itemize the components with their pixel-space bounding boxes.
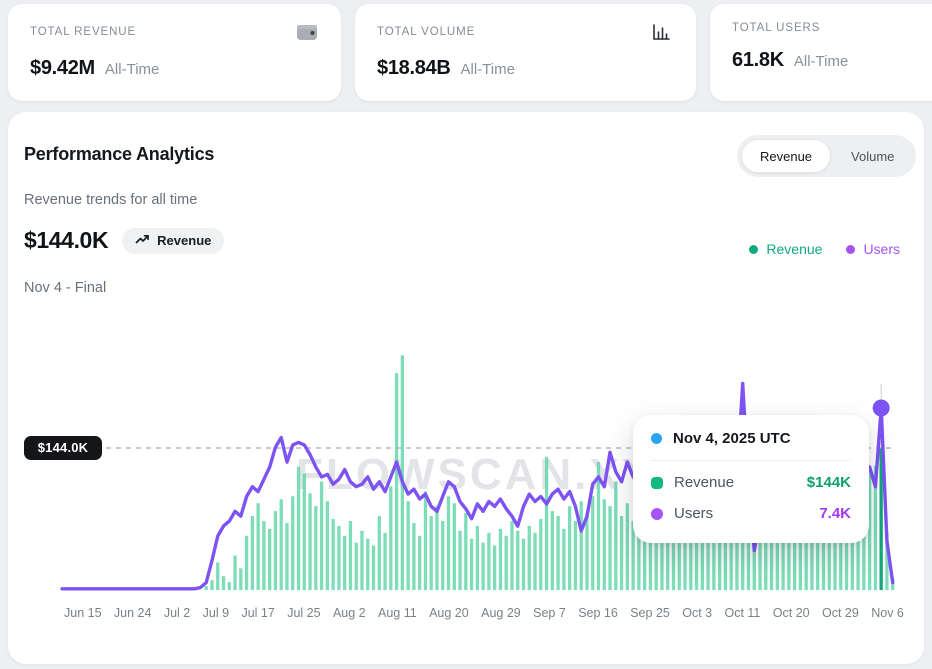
tooltip-row-users: Users 7.4K [651,498,851,529]
legend-users-label: Users [863,241,900,257]
x-tick: Sep 7 [533,606,566,620]
x-tick: Jul 25 [287,606,321,620]
x-tick: Oct 20 [772,606,810,620]
revenue-legend-dot [749,244,759,254]
x-tick: Aug 2 [332,606,366,620]
users-legend-dot [846,244,856,254]
total-users-label: TOTAL USERS [732,22,821,34]
trending-up-icon [135,233,150,248]
x-tick: Oct 29 [822,606,859,620]
revenue-badge-label: Revenue [157,233,212,248]
revenue-marker-icon [651,476,663,489]
legend-item[interactable]: Users [846,241,900,257]
tooltip-users-value: 7.4K [819,505,851,522]
threshold-label: $144.0K [24,436,102,460]
x-tick: Jul 17 [241,606,275,620]
metric-toggle-group: Revenue Volume [737,135,917,177]
x-axis: Jun 15 Jun 24 Jul 2 Jul 9 Jul 17 Jul 25 Aug 2 A… [8,606,924,620]
x-tick: Nov 6 [871,606,904,620]
users-marker-icon [651,507,663,520]
legend-revenue-label: Revenue [766,241,823,257]
total-volume-period: All-Time [460,61,515,78]
x-tick: Jul 2 [163,606,191,620]
x-tick: Aug 11 [378,606,417,620]
total-revenue-period: All-Time [104,61,160,78]
x-tick: Aug 29 [481,606,521,620]
total-users-value: 61.8K [732,49,784,71]
total-volume-card: TOTAL VOLUME $18.84B All-Time [355,4,696,101]
x-tick: Aug 20 [429,606,469,620]
tooltip-revenue-label: Revenue [674,474,735,491]
x-tick: Oct 3 [682,606,713,620]
toggle-volume[interactable]: Volume [851,148,895,164]
panel-subtitle: Revenue trends for all time [24,192,198,208]
performance-chart-svg[interactable] [8,338,924,638]
tooltip-revenue-value: $144K [806,474,851,491]
x-tick: Oct 11 [724,606,761,620]
chart-tooltip: Nov 4, 2025 UTC Revenue $144K Users 7.4K [633,415,869,543]
x-tick: Jun 24 [113,606,152,620]
tooltip-date: Nov 4, 2025 UTC [673,430,791,447]
total-users-period: All-Time [793,53,849,70]
chart-legend: Revenue Users [749,241,900,257]
toggle-revenue[interactable]: Revenue [741,139,832,173]
revenue-badge: Revenue [122,227,225,254]
total-revenue-label: TOTAL REVENUE [30,26,137,38]
period-label: Nov 4 - Final [24,280,107,296]
wallet-icon [295,22,319,42]
total-volume-value: $18.84B [377,57,451,79]
total-revenue-card: TOTAL REVENUE $9.42M All-Time [8,4,341,101]
total-users-card: TOTAL USERS 61.8K All-Time [710,4,932,101]
x-tick: Sep 25 [630,606,670,620]
x-tick: Sep 16 [578,606,618,620]
bar-chart-icon [650,22,674,42]
performance-analytics-panel: Performance Analytics Revenue trends for… [8,112,924,664]
tooltip-date-dot [651,433,662,444]
x-tick: Jun 15 [64,606,102,620]
highlight-value: $144.0K [24,227,109,253]
page-title: Performance Analytics [24,144,215,164]
x-tick: Jul 9 [202,606,230,620]
total-revenue-value: $9.42M [30,57,95,79]
legend-item[interactable]: Revenue [749,241,822,257]
total-volume-label: TOTAL VOLUME [377,26,476,38]
tooltip-row-revenue: Revenue $144K [651,467,851,498]
tooltip-divider [651,460,851,461]
tooltip-users-label: Users [674,505,714,522]
